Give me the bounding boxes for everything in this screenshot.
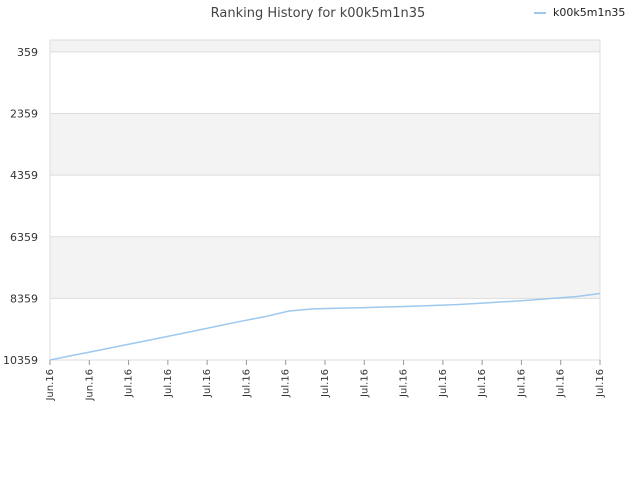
series-line (49, 292, 601, 361)
x-tick-label: Jul.16 (202, 369, 213, 398)
plot-border (49, 39, 601, 361)
x-tick-label: Jun.16 (45, 369, 56, 402)
y-tick-label: 2359 (10, 108, 38, 121)
x-tick-label: Jul.16 (438, 369, 449, 398)
x-tick-label: Jul.16 (241, 369, 252, 398)
x-tick-label: Jul.16 (124, 369, 135, 398)
y-tick-label: 10359 (3, 354, 38, 367)
plot-band (50, 40, 600, 52)
x-tick-label: Jul.16 (399, 369, 410, 398)
x-tick-label: Jul.16 (556, 369, 567, 398)
plot-band (50, 113, 600, 176)
y-tick-label: 8359 (10, 292, 38, 305)
y-axis-ticks: 359 2359 4359 6359 8359 10359 (3, 46, 38, 367)
x-tick-label: Jul.16 (163, 369, 174, 398)
plot-gridlines (49, 39, 601, 361)
x-tick-label: Jul.16 (359, 369, 370, 398)
y-tick-label: 6359 (10, 231, 38, 244)
plot-band (50, 236, 600, 299)
legend-label: k00k5m1n35 (553, 6, 625, 19)
chart-title: Ranking History for k00k5m1n35 (211, 6, 426, 21)
x-tick-label: Jul.16 (595, 369, 606, 398)
series-layer (49, 292, 601, 361)
x-axis-ticks: Jun.16 Jun.16 Jul.16 Jul.16 Jul.16 Jul.16 Jul.… (45, 360, 606, 402)
x-tick-label: Jul.16 (281, 369, 292, 398)
y-tick-label: 4359 (10, 169, 38, 182)
x-tick-label: Jun.16 (84, 369, 95, 402)
x-tick-label: Jul.16 (516, 369, 527, 398)
x-tick-label: Jul.16 (320, 369, 331, 398)
y-tick-label: 359 (17, 46, 38, 59)
x-tick-label: Jul.16 (477, 369, 488, 398)
plot-bands (50, 40, 600, 299)
